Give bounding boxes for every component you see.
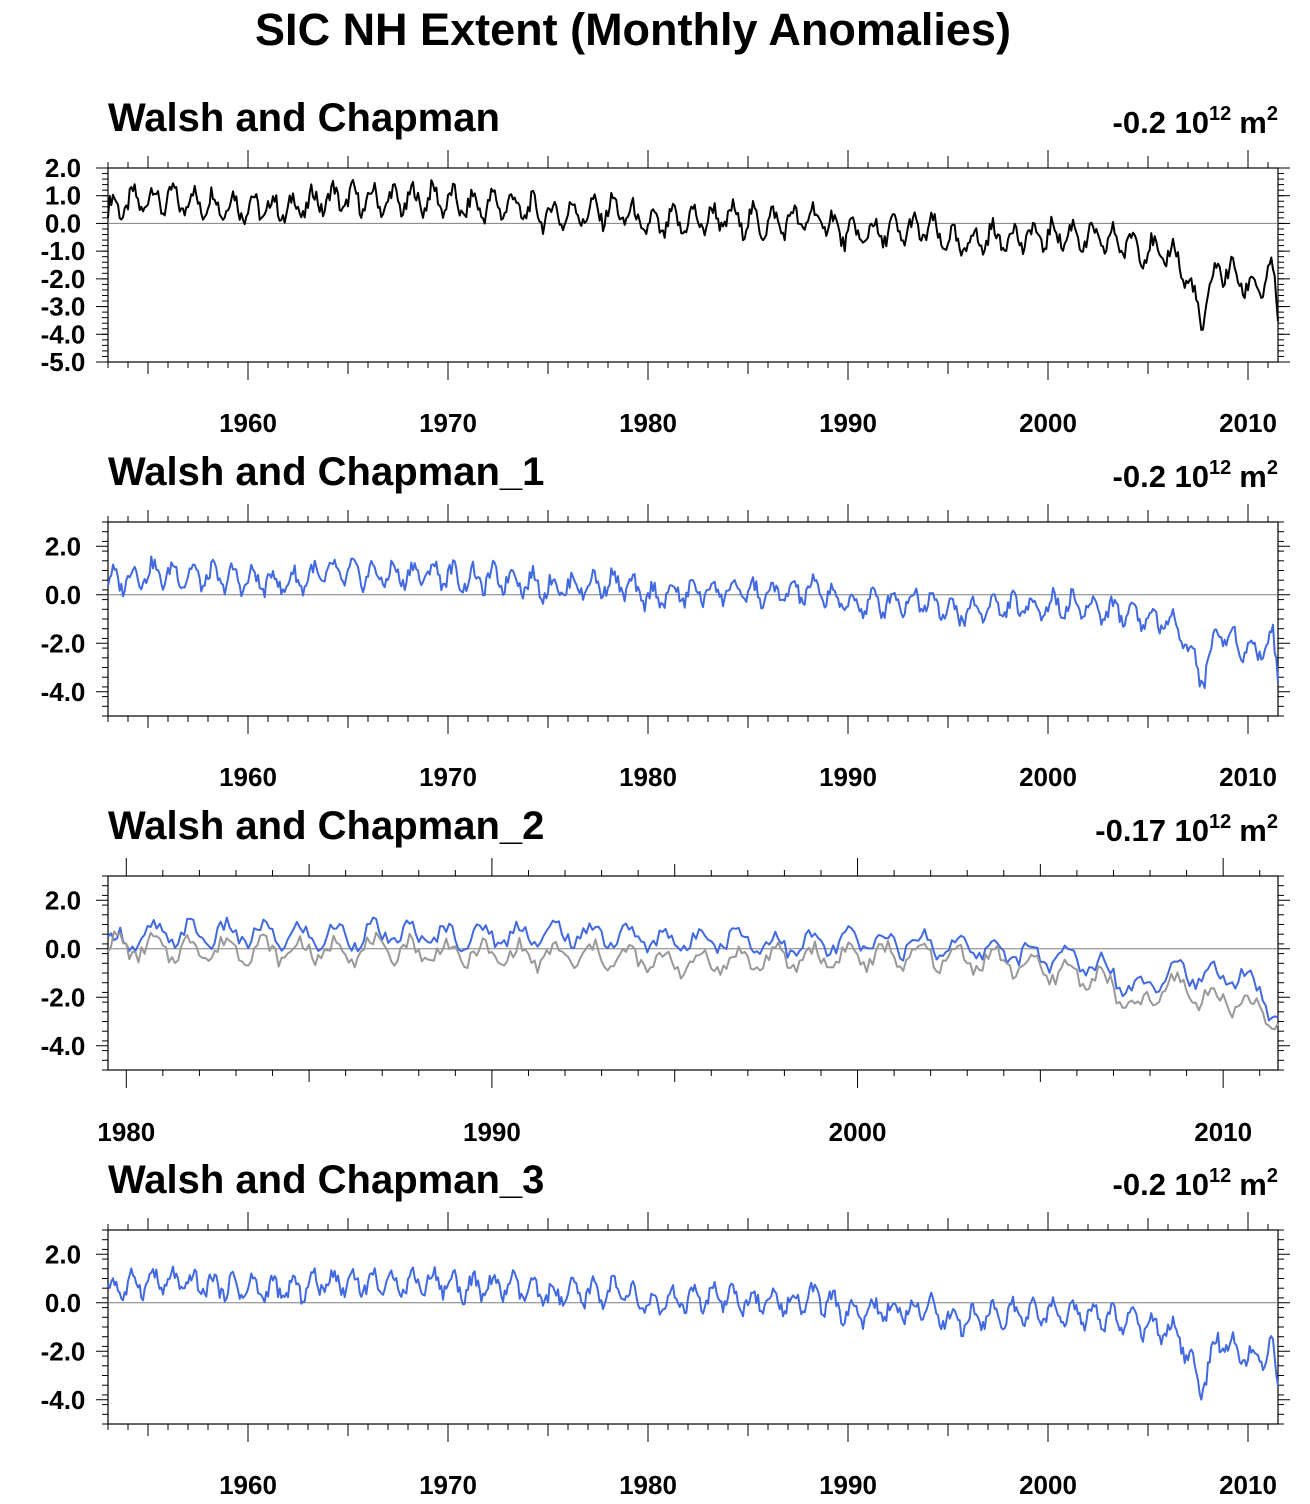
plot-frame [107, 1229, 1279, 1425]
trend-unit-exponent: 2 [1267, 1165, 1278, 1187]
trend-unit: m [1239, 1167, 1267, 1202]
y-tick-label: 1.0 [45, 181, 81, 211]
x-tick-label: 1990 [819, 762, 877, 792]
plot-frame [107, 875, 1279, 1071]
y-tick-label: 0.0 [45, 208, 81, 238]
y-tick-label: 0.0 [45, 934, 81, 964]
y-tick-label: 0.0 [45, 580, 81, 610]
x-tick-label: 2000 [1019, 762, 1077, 792]
trend-unit: m [1239, 459, 1267, 494]
trend-value: -0.2 10 [1113, 1167, 1210, 1202]
chart-panel-4: Walsh and Chapman_3 -0.2 1012 m2 2.0 0.0 -2.0… [41, 1158, 1290, 1500]
x-tick-label: 1990 [819, 408, 877, 438]
trend-value: -0.17 10 [1095, 813, 1209, 848]
series-line-1 [107, 916, 1279, 1022]
x-tick-label: 1970 [419, 408, 477, 438]
trend-exponent: 12 [1209, 811, 1231, 833]
trend-exponent: 12 [1209, 457, 1231, 479]
panel-title: Walsh and Chapman_1 [108, 450, 544, 494]
panel-title: Walsh and Chapman [108, 96, 500, 140]
y-tick-label: -2.0 [41, 982, 86, 1012]
series-line-1 [107, 1265, 1279, 1401]
x-tick-label: 1960 [219, 408, 277, 438]
x-tick-label: 2010 [1219, 1470, 1277, 1500]
x-tick-label: 2000 [1019, 1470, 1077, 1500]
y-tick-label: -4.0 [41, 319, 86, 349]
x-tick-label: 1960 [219, 1470, 277, 1500]
x-tick-label: 2000 [829, 1117, 887, 1147]
chart-panel-3: Walsh and Chapman_2 -0.17 1012 m2 2.0 0.0 -2.… [41, 804, 1290, 1147]
x-tick-label: 1990 [819, 1470, 877, 1500]
trend-exponent: 12 [1209, 103, 1231, 125]
y-tick-label: 2.0 [45, 1239, 81, 1269]
y-tick-label: 2.0 [45, 153, 81, 183]
x-tick-label: 1960 [219, 762, 277, 792]
y-tick-label: -4.0 [41, 1031, 86, 1061]
x-tick-label: 1990 [463, 1117, 521, 1147]
y-tick-label: -2.0 [41, 1336, 86, 1366]
trend-unit: m [1239, 813, 1267, 848]
x-tick-label: 1980 [619, 408, 677, 438]
y-tick-label: -4.0 [41, 1385, 86, 1415]
series-line-1 [107, 179, 1279, 331]
x-tick-label: 2010 [1219, 762, 1277, 792]
y-tick-label: -4.0 [41, 677, 86, 707]
trend-unit-exponent: 2 [1267, 103, 1278, 125]
series-line-2 [107, 930, 1279, 1031]
chart-panel-2: Walsh and Chapman_1 -0.2 1012 m2 2.0 0.0 -2.0… [41, 450, 1290, 792]
series-line-1 [107, 555, 1279, 690]
x-tick-label: 1980 [619, 1470, 677, 1500]
trend-exponent: 12 [1209, 1165, 1231, 1187]
trend-unit: m [1239, 105, 1267, 140]
y-tick-label: 0.0 [45, 1288, 81, 1318]
x-tick-label: 1970 [419, 1470, 477, 1500]
x-tick-label: 1980 [619, 762, 677, 792]
x-tick-label: 2000 [1019, 408, 1077, 438]
figure-title: SIC NH Extent (Monthly Anomalies) [255, 4, 1011, 55]
y-tick-label: 2.0 [45, 885, 81, 915]
trend-value: -0.2 10 [1113, 459, 1210, 494]
panel-title: Walsh and Chapman_2 [108, 804, 544, 848]
y-tick-label: -5.0 [41, 347, 86, 377]
trend-value: -0.2 10 [1113, 105, 1210, 140]
x-tick-label: 2010 [1219, 408, 1277, 438]
panel-title: Walsh and Chapman_3 [108, 1158, 544, 1202]
y-tick-label: -2.0 [41, 264, 86, 294]
trend-unit-exponent: 2 [1267, 811, 1278, 833]
x-tick-label: 2010 [1194, 1117, 1252, 1147]
plot-frame [107, 167, 1279, 363]
trend-label: -0.2 1012 m2 [1113, 1165, 1278, 1202]
trend-label: -0.2 1012 m2 [1113, 103, 1278, 140]
y-tick-label: -1.0 [41, 236, 86, 266]
y-tick-label: -2.0 [41, 628, 86, 658]
y-tick-label: -3.0 [41, 292, 86, 322]
x-tick-label: 1980 [97, 1117, 155, 1147]
y-tick-label: 2.0 [45, 531, 81, 561]
x-tick-label: 1970 [419, 762, 477, 792]
chart-panel-1: Walsh and Chapman -0.2 1012 m2 2.01.00.0-1.… [41, 96, 1290, 438]
trend-label: -0.17 1012 m2 [1095, 811, 1278, 848]
trend-unit-exponent: 2 [1267, 457, 1278, 479]
trend-label: -0.2 1012 m2 [1113, 457, 1278, 494]
